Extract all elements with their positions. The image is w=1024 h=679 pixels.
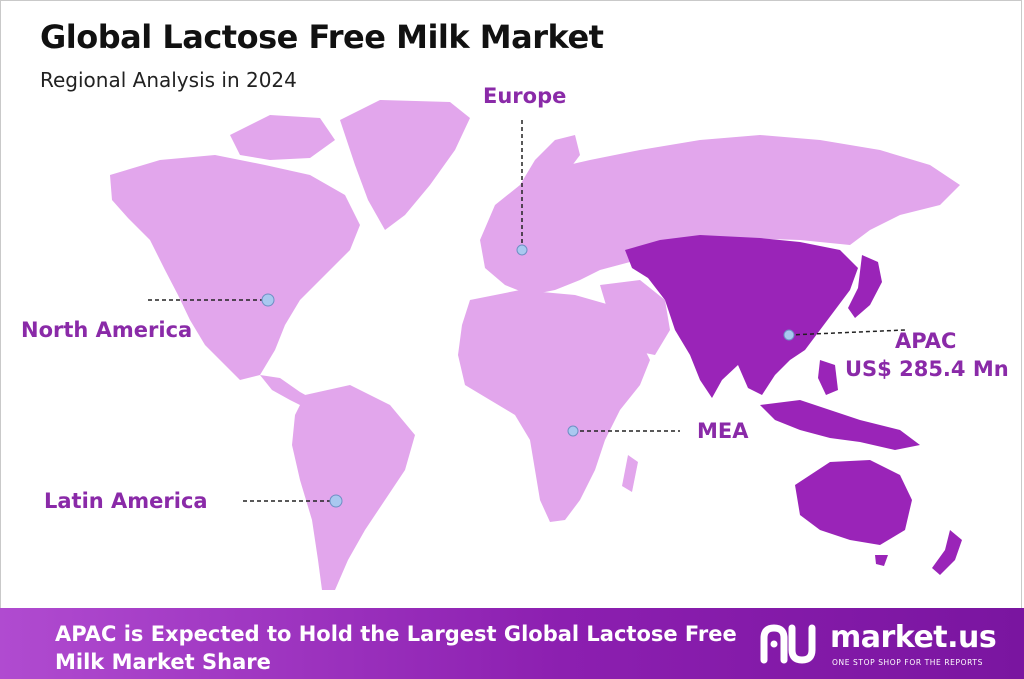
landmass-apac-australia xyxy=(795,460,912,545)
label-europe: Europe xyxy=(483,84,567,108)
label-latin-america: Latin America xyxy=(44,489,208,513)
landmass-eurasia-north xyxy=(480,135,960,295)
landmass-africa xyxy=(458,290,650,522)
brand-tagline: ONE STOP SHOP FOR THE REPORTS xyxy=(832,658,983,667)
label-apac-value: US$ 285.4 Mn xyxy=(845,357,1009,381)
landmass-madagascar xyxy=(622,455,638,492)
brand-logo-icon xyxy=(760,624,816,664)
landmass-apac-islands xyxy=(760,400,920,450)
landmass-middle-east xyxy=(600,280,670,355)
label-mea: MEA xyxy=(697,419,749,443)
label-apac: APAC xyxy=(895,329,957,353)
landmass-apac-mainland xyxy=(625,235,858,398)
brand-logo: market.us ONE STOP SHOP FOR THE REPORTS xyxy=(760,620,1010,670)
marker-latin-america xyxy=(329,494,343,508)
marker-europe xyxy=(516,244,528,256)
brand-name: market.us xyxy=(830,620,997,655)
footer-headline-line2: Milk Market Share xyxy=(55,650,271,674)
leader-line-apac xyxy=(788,329,906,336)
landmass-apac-tasmania xyxy=(875,555,888,566)
marker-north-america xyxy=(261,293,275,307)
footer-headline-line1: APAC is Expected to Hold the Largest Glo… xyxy=(55,622,737,646)
marker-mea xyxy=(567,425,579,437)
landmass-apac-new-zealand xyxy=(932,530,962,575)
footer-headline: APAC is Expected to Hold the Largest Glo… xyxy=(55,620,755,676)
world-map xyxy=(110,100,962,590)
landmass-greenland xyxy=(340,100,470,230)
landmass-south-america xyxy=(292,385,415,590)
label-north-america: North America xyxy=(21,318,193,342)
landmass-scandinavia xyxy=(520,135,580,205)
landmass-north-america xyxy=(110,155,360,380)
landmass-apac-philippines xyxy=(818,360,838,395)
page-title: Global Lactose Free Milk Market xyxy=(40,18,604,56)
page-subtitle: Regional Analysis in 2024 xyxy=(40,68,297,92)
landmass-apac-japan xyxy=(848,255,882,318)
footer-banner: APAC is Expected to Hold the Largest Glo… xyxy=(0,608,1024,679)
marker-apac xyxy=(783,329,795,341)
landmass-arctic-islands xyxy=(230,115,335,160)
